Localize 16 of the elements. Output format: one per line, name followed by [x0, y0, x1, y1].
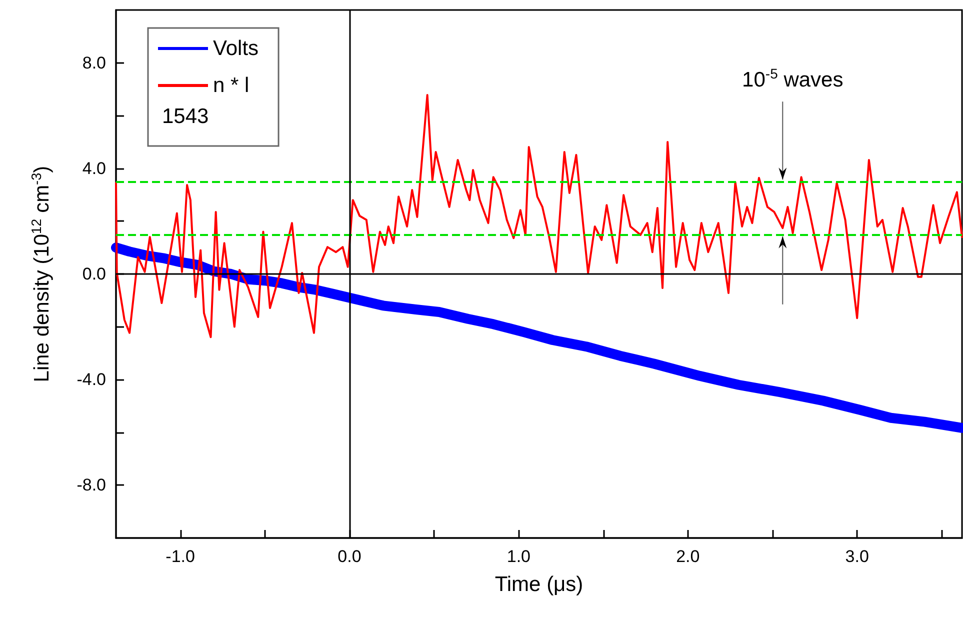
y-tick-label: 8.0	[82, 53, 106, 72]
x-tick-label: 1.0	[506, 547, 531, 566]
annotation: 10$^{-5}$ waves	[742, 66, 844, 92]
y-tick-label: -4.0	[76, 370, 106, 390]
x-tick-label: -1.0	[166, 547, 195, 566]
y-axis-title: Line density (1012 cm-3)	[29, 166, 54, 382]
x-tick-label: 3.0	[845, 547, 869, 566]
y-tick-label: 0.0	[82, 264, 106, 284]
x-tick-label: 0.0	[338, 547, 362, 566]
y-tick-label: -8.0	[76, 476, 106, 495]
annotation: 1543	[162, 105, 209, 128]
legend-label: n * l	[213, 74, 250, 97]
x-tick-label: 2.0	[676, 547, 700, 566]
y-tick-label: 4.0	[82, 158, 106, 178]
legend-label: Volts	[213, 37, 259, 60]
x-axis-title: Time (μs)	[494, 573, 584, 596]
